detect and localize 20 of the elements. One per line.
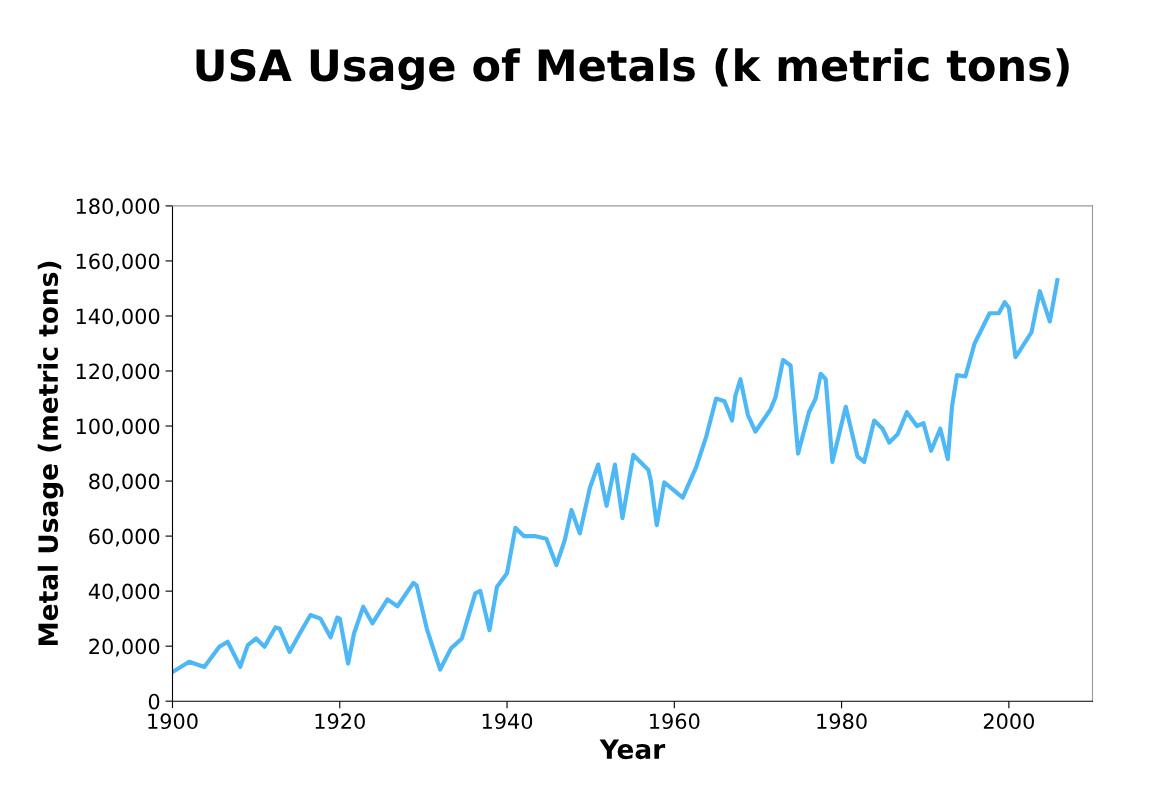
y-tick-label: 40,000 (88, 583, 160, 602)
y-tick-label: 80,000 (89, 473, 160, 492)
x-tick-label: 1980 (817, 713, 867, 730)
y-tick-label: 0 (148, 693, 160, 710)
x-tick-label: 1960 (650, 713, 700, 730)
x-tick-label: 1900 (148, 713, 198, 730)
x-tick-label: 2000 (983, 713, 1034, 730)
y-tick-label: 20,000 (89, 638, 160, 657)
x-axis-title: Year (599, 739, 666, 760)
y-tick-label: 160,000 (76, 253, 160, 272)
line-series (172, 278, 1060, 675)
y-axis-title: Metal Usage (metric tons) (37, 261, 64, 646)
x-tick-label: 1940 (482, 713, 533, 730)
y-tick-label: 140,000 (76, 308, 160, 327)
y-tick-label: 120,000 (76, 363, 160, 382)
y-tick-label: 180,000 (76, 198, 160, 217)
chart-title: USA Usage of Metals (k metric tons) (196, 48, 1069, 91)
y-tick-label: 60,000 (89, 528, 160, 547)
x-tick-label: 1920 (315, 713, 365, 730)
y-tick-label: 100,000 (76, 418, 160, 437)
